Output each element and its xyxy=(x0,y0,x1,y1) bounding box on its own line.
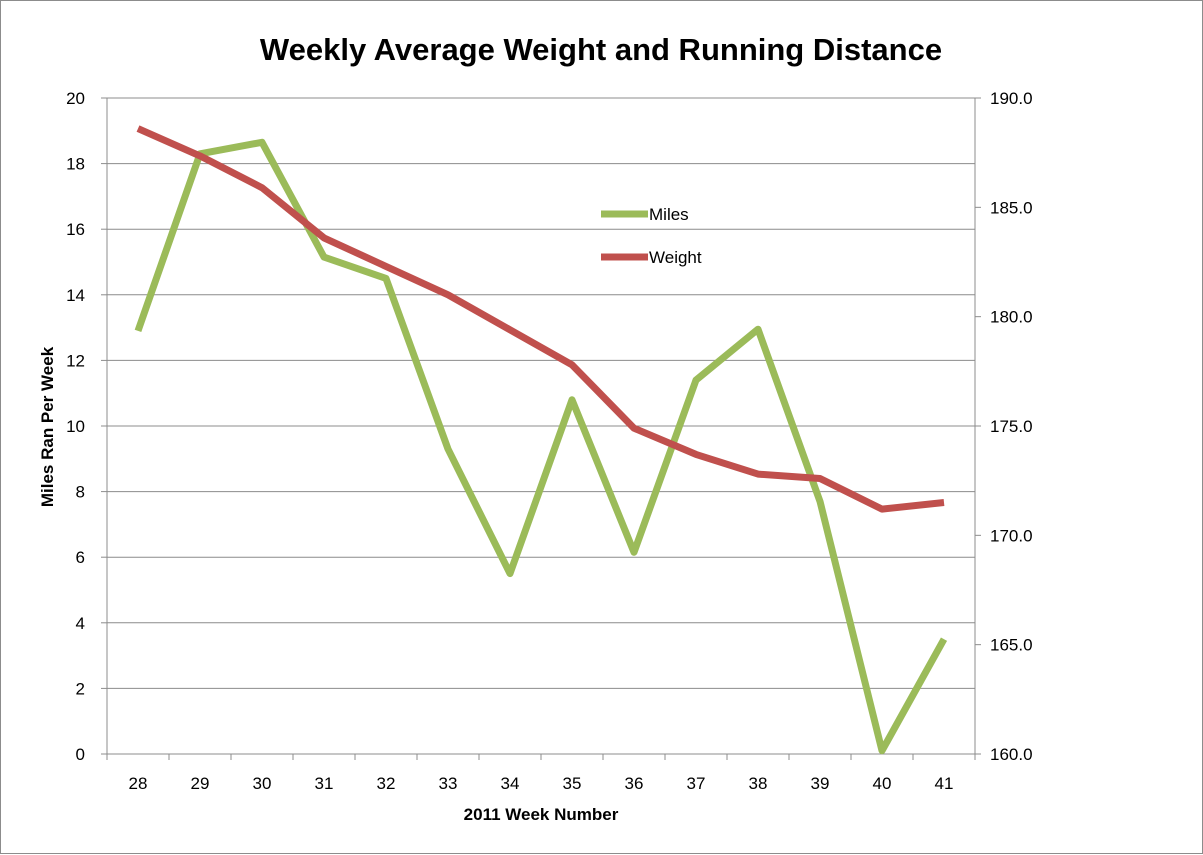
left-tick-label: 10 xyxy=(66,417,85,436)
left-tick-label: 4 xyxy=(76,614,85,633)
left-tick-label: 0 xyxy=(76,745,85,764)
x-tick-label: 38 xyxy=(749,774,768,793)
left-tick-label: 14 xyxy=(66,286,85,305)
series-line-weight xyxy=(136,125,945,513)
left-axis-ticks: 0 2 4 6 8 10 12 14 16 18 20 xyxy=(66,89,85,764)
legend-label-miles: Miles xyxy=(649,205,689,224)
gridlines xyxy=(107,97,975,755)
x-tick-label: 28 xyxy=(129,774,148,793)
x-axis-title: 2011 Week Number xyxy=(464,805,619,824)
x-tick-label: 30 xyxy=(253,774,272,793)
axes xyxy=(101,97,981,760)
x-tick-label: 35 xyxy=(563,774,582,793)
x-tick-label: 36 xyxy=(625,774,644,793)
left-tick-label: 18 xyxy=(66,155,85,174)
y-axis-title: Miles Ran Per Week xyxy=(38,346,57,507)
right-tick-label: 165.0 xyxy=(990,636,1033,655)
right-tick-label: 175.0 xyxy=(990,417,1033,436)
legend: Miles Weight xyxy=(601,205,702,267)
x-tick-label: 37 xyxy=(687,774,706,793)
x-tick-label: 32 xyxy=(377,774,396,793)
left-tick-label: 2 xyxy=(76,679,85,698)
left-tick-label: 20 xyxy=(66,89,85,108)
chart-title: Weekly Average Weight and Running Distan… xyxy=(260,32,942,67)
x-tick-label: 34 xyxy=(501,774,520,793)
series-line-miles xyxy=(134,138,948,755)
left-tick-label: 16 xyxy=(66,220,85,239)
left-tick-label: 6 xyxy=(76,548,85,567)
x-tick-label: 39 xyxy=(811,774,830,793)
right-tick-label: 185.0 xyxy=(990,198,1033,217)
left-tick-label: 12 xyxy=(66,351,85,370)
x-tick-label: 31 xyxy=(315,774,334,793)
x-axis-ticks: 28 29 30 31 32 33 34 35 36 37 38 39 40 41 xyxy=(129,774,954,793)
x-tick-label: 33 xyxy=(439,774,458,793)
series-lines xyxy=(134,125,948,755)
x-tick-label: 29 xyxy=(191,774,210,793)
right-tick-label: 160.0 xyxy=(990,745,1033,764)
left-tick-label: 8 xyxy=(76,483,85,502)
x-tick-label: 41 xyxy=(935,774,954,793)
right-tick-label: 170.0 xyxy=(990,526,1033,545)
legend-label-weight: Weight xyxy=(649,248,702,267)
right-tick-label: 180.0 xyxy=(990,308,1033,327)
right-tick-label: 190.0 xyxy=(990,89,1033,108)
x-tick-label: 40 xyxy=(873,774,892,793)
right-axis-ticks: 160.0 165.0 170.0 175.0 180.0 185.0 190.0 xyxy=(990,89,1033,764)
